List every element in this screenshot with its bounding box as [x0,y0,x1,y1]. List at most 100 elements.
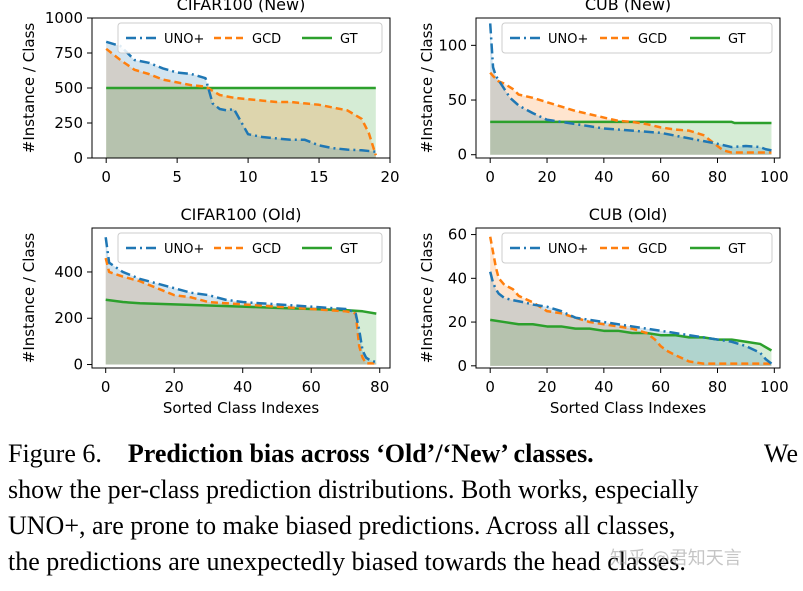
area-unoplus [106,41,376,158]
area-gcd [106,48,376,158]
series-line-gt [490,318,773,352]
area-gcd [490,72,772,155]
y-tick-label: 0 [457,357,467,375]
legend-label-unoplus: UNO+ [548,242,588,257]
area-unoplus [490,271,772,366]
caption-line-4: the predictions are unexpectedly biased … [8,547,686,576]
x-axis-label: Sorted Class Indexes [550,399,707,417]
legend-label-gt: GT [340,242,358,257]
x-tick-label: 15 [310,168,329,186]
legend-label-gt: GT [728,32,746,47]
series-line-gcd [489,71,772,154]
x-tick-label: 100 [760,378,789,396]
chart-title: CIFAR100 (Old) [181,205,302,224]
legend-label-unoplus: UNO+ [164,32,204,47]
y-tick-label: 0 [73,356,83,374]
y-tick-label: 40 [448,269,467,287]
x-tick-label: 80 [370,378,389,396]
series-line-gt [490,120,772,125]
x-tick-label: 40 [594,378,613,396]
x-tick-label: 100 [760,168,789,186]
area-gcd [105,258,377,365]
legend-label-gcd: GCD [638,242,667,257]
y-tick-label: 50 [448,91,467,109]
legend-label-gcd: GCD [252,32,281,47]
chart-panel-3: 0 20 40 60 80 0 200 400 CIFAR100 (Old) #Instance … [20,205,391,417]
caption-line-1: Figure 6. Prediction bias across ‘Old’/‘… [8,436,798,472]
x-tick-label: 0 [101,378,111,396]
y-axis-label: #Instance / Class [20,233,38,364]
y-axis-label: #Instance / Class [418,233,436,364]
y-tick-label: 60 [448,226,467,244]
x-tick-label: 40 [233,378,252,396]
area-gt [490,319,772,366]
series-line-gcd [488,236,772,365]
y-tick-label: 0 [457,146,467,164]
x-tick-label: 80 [708,378,727,396]
x-tick-label: 60 [651,378,670,396]
series-line-unoplus [105,40,376,153]
series-line-gcd [104,257,377,365]
chart-panel-4: 0 20 40 60 80 100 0 20 40 60 CUB (Old) #Instance / … [418,205,789,417]
x-tick-label: 5 [172,168,182,186]
legend: UNO+ GCD GT [117,232,383,264]
x-tick-label: 20 [380,168,399,186]
x-tick-label: 60 [651,168,670,186]
x-tick-label: 20 [165,378,184,396]
chart-title: CUB (New) [585,0,671,14]
chart-title: CUB (Old) [589,205,668,224]
caption-label: Figure 6. [8,439,102,468]
legend: UNO+ GCD GT [501,232,773,264]
legend-label-unoplus: UNO+ [164,242,204,257]
legend-label-gcd: GCD [638,32,667,47]
legend: UNO+ GCD GT [117,22,383,54]
legend-box [501,232,773,264]
y-tick-label: 750 [54,44,83,62]
y-tick-label: 0 [73,149,83,167]
x-tick-label: 20 [537,378,556,396]
legend: UNO+ GCD GT [501,22,773,54]
series-line-unoplus [488,23,772,152]
legend-label-unoplus: UNO+ [548,32,588,47]
area-gcd [490,236,772,366]
x-tick-label: 10 [239,168,258,186]
legend-label-gt: GT [340,32,358,47]
series-line-unoplus [488,271,773,365]
figure-caption: Figure 6. Prediction bias across ‘Old’/‘… [8,436,798,580]
y-tick-label: 250 [54,114,83,132]
axes-frame [475,17,781,159]
caption-line-2: show the per-class prediction distributi… [8,475,699,504]
x-tick-label: 0 [485,378,495,396]
area-unoplus [105,237,377,365]
x-tick-label: 40 [594,168,613,186]
legend-label-gcd: GCD [252,242,281,257]
axes-frame [475,227,781,369]
y-tick-label: 400 [54,263,83,281]
legend-box [117,22,383,54]
y-axis-label: #Instance / Class [418,23,436,154]
y-axis-label: #Instance / Class [20,23,38,154]
series-line-unoplus [104,237,377,364]
chart-title: CIFAR100 (New) [177,0,306,14]
caption-bold-title: Prediction bias across ‘Old’/‘New’ class… [127,439,594,468]
area-gt [105,299,377,365]
y-tick-label: 20 [448,313,467,331]
caption-line-3: UNO+, are prone to make biased predictio… [8,511,676,540]
y-tick-label: 500 [54,79,83,97]
chart-panel-1: 0 5 10 15 20 0 250 500 750 1000 CIFAR100 (New) #Ins… [20,0,400,186]
y-tick-label: 1000 [45,9,83,27]
series-line-gcd [105,47,378,156]
chart-panel-2: 0 20 40 60 80 100 0 50 100 CUB (New) #Instance / C… [418,0,789,186]
y-tick-label: 200 [54,309,83,327]
x-tick-label: 0 [101,168,111,186]
y-tick-label: 100 [438,36,467,54]
x-axis-label: Sorted Class Indexes [163,399,320,417]
x-tick-label: 20 [537,168,556,186]
legend-label-gt: GT [728,242,746,257]
x-tick-label: 60 [302,378,321,396]
legend-box [501,22,773,54]
area-gt [490,121,772,155]
axes-frame [91,227,391,369]
caption-line1-end: We [764,439,798,468]
